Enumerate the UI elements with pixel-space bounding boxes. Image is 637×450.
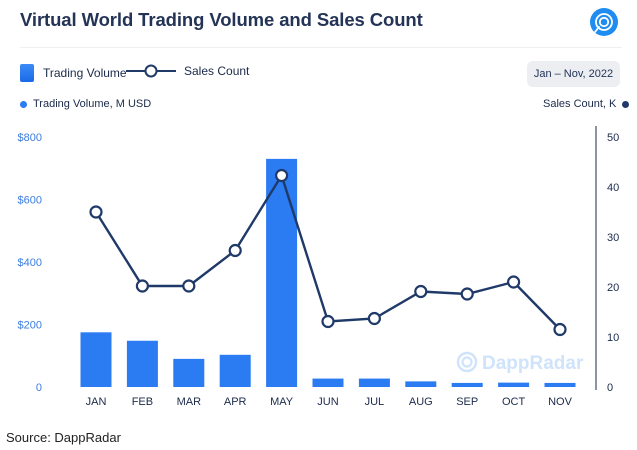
legend-item-sales-count: Sales Count [126, 64, 249, 78]
date-range-badge[interactable]: Jan – Nov, 2022 [527, 61, 620, 87]
right-tick-label: 30 [607, 232, 619, 244]
x-tick-label: APR [224, 396, 247, 408]
volume-bar-aug[interactable] [405, 381, 437, 387]
left-tick-label: $800 [18, 132, 42, 144]
sales-point-jan[interactable] [89, 205, 103, 219]
right-tick-label: 20 [607, 282, 619, 294]
legend-item-trading-volume: Trading Volume [20, 64, 127, 82]
left-tick-label: $200 [18, 320, 42, 332]
sales-point-aug[interactable] [414, 284, 428, 299]
sales-point-oct[interactable] [506, 275, 521, 289]
watermark-text: DappRadar [482, 353, 584, 374]
source-caption: Source: DappRadar [6, 430, 121, 445]
x-tick-label: OCT [502, 396, 526, 408]
watermark: DappRadar [456, 351, 584, 374]
watermark-logo-icon [456, 351, 478, 373]
volume-bar-apr[interactable] [219, 354, 251, 387]
left-axis-title-text: Trading Volume, M USD [33, 98, 152, 110]
volume-bar-feb[interactable] [126, 340, 158, 387]
sales-point-mar[interactable] [182, 279, 196, 293]
x-tick-label: JUN [317, 396, 338, 408]
x-tick-label: SEP [456, 396, 478, 408]
right-axis-title: Sales Count, K [543, 98, 630, 110]
x-tick-label: JUL [365, 396, 385, 408]
volume-bar-jul[interactable] [358, 378, 390, 387]
left-axis-title: Trading Volume, M USD [20, 98, 151, 110]
sales-point-feb[interactable] [135, 279, 149, 293]
x-tick-label: AUG [409, 396, 433, 408]
volume-bar-oct[interactable] [498, 382, 530, 387]
combo-chart: DappRadar 0$200$400$600$800 01020304050 … [18, 126, 619, 408]
right-tick-label: 0 [607, 382, 613, 394]
legend-sales-label: Sales Count [184, 64, 250, 78]
x-tick-label: MAY [270, 396, 294, 408]
left-tick-label: 0 [36, 382, 42, 394]
volume-bar-nov[interactable] [544, 382, 576, 387]
x-tick-label: JAN [86, 396, 107, 408]
sales-count-line [94, 172, 561, 331]
right-tick-label: 10 [607, 332, 619, 344]
x-tick-label: NOV [548, 396, 573, 408]
volume-bar-mar[interactable] [173, 358, 205, 387]
right-tick-label: 50 [607, 132, 619, 144]
volume-bar-may[interactable] [266, 158, 298, 387]
left-tick-label: $600 [18, 195, 42, 207]
sales-point-may[interactable] [275, 168, 289, 183]
sales-point-apr[interactable] [228, 243, 242, 258]
sales-point-jul[interactable] [367, 311, 381, 326]
x-tick-label: MAR [177, 396, 202, 408]
right-axis-title-text: Sales Count, K [543, 98, 617, 110]
bar-swatch-icon [20, 64, 34, 82]
sales-point-sep[interactable] [460, 287, 474, 301]
chart-card: Virtual World Trading Volume and Sales C… [17, 8, 630, 408]
title-divider [20, 47, 622, 48]
left-axis-dot-icon [20, 100, 27, 108]
sales-point-jun[interactable] [321, 314, 335, 329]
dappradar-logo-icon [590, 8, 618, 36]
line-marker-swatch-icon [126, 64, 176, 78]
chart-title: Virtual World Trading Volume and Sales C… [20, 9, 423, 30]
right-axis-dot-icon [622, 100, 630, 108]
volume-bar-jan[interactable] [80, 332, 112, 387]
left-tick-label: $400 [18, 257, 42, 269]
volume-bar-sep[interactable] [451, 382, 483, 387]
volume-bar-jun[interactable] [312, 378, 344, 387]
legend-volume-label: Trading Volume [43, 66, 127, 80]
x-tick-label: FEB [132, 396, 153, 408]
right-tick-label: 40 [607, 182, 619, 194]
sales-point-nov[interactable] [553, 322, 567, 337]
